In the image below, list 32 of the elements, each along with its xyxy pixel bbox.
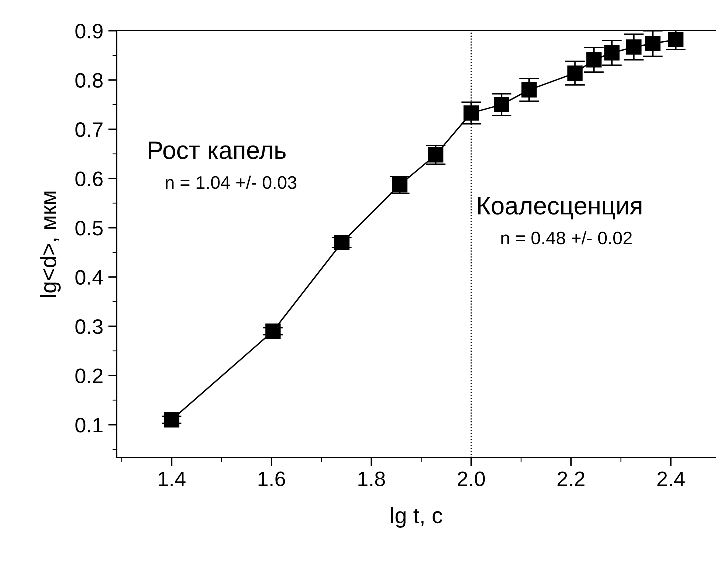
y-axis-title: lg<d>, мкм: [40, 192, 61, 298]
y-tick-label: 0.4: [76, 270, 104, 286]
point: [164, 412, 180, 428]
y-tick-label: 0.6: [76, 172, 103, 187]
x-tick-label: 1.4: [159, 472, 186, 486]
point: [522, 82, 537, 98]
x-tick-label: 1.6: [258, 472, 286, 486]
y-tick-label: 0.2: [76, 368, 103, 384]
point: [568, 66, 583, 81]
point: [494, 97, 510, 113]
y-tick-label: 0.8: [76, 73, 103, 88]
y-tick-label: 0.7: [76, 122, 103, 138]
x-tick-label: 2.4: [658, 472, 685, 486]
y-tick-label: 0.9: [76, 24, 103, 39]
point: [334, 235, 350, 250]
x-tick-label: 2.2: [558, 472, 585, 486]
y-tick-label: 0.5: [76, 221, 103, 236]
point: [645, 36, 661, 52]
annotation: n = 0.48 +/- 0.02: [502, 231, 632, 245]
point: [604, 46, 620, 61]
annotation: Коалесценция: [478, 197, 642, 220]
point: [266, 324, 281, 340]
x-tick-label: 2.0: [458, 472, 486, 486]
point: [626, 40, 642, 55]
y-tick-label: 0.1: [76, 418, 103, 433]
y-tick-label: 0.3: [76, 320, 103, 334]
point: [464, 106, 480, 121]
annotation: Рост капель: [149, 142, 286, 160]
annotation: n = 1.04 +/- 0.03: [166, 176, 297, 190]
point: [586, 52, 602, 68]
x-tick-label: 1.8: [358, 472, 386, 486]
x-axis-title: lg t, c: [391, 507, 442, 528]
